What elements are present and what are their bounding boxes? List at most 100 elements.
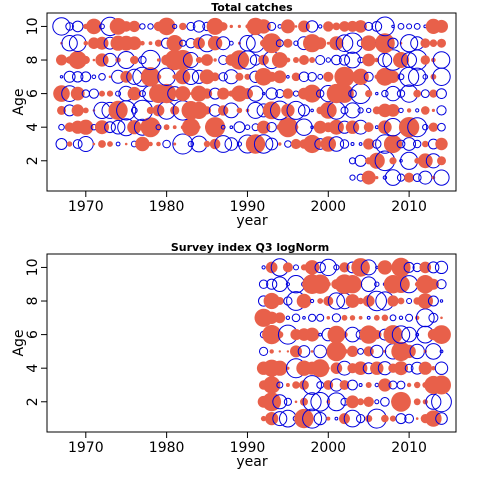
bubble-negative xyxy=(310,108,314,113)
bubble-positive xyxy=(218,22,228,31)
bubble-positive xyxy=(432,325,451,344)
bubble-positive xyxy=(156,141,161,147)
bubble-positive xyxy=(152,104,165,117)
bubble-positive xyxy=(326,366,330,370)
bubble-negative xyxy=(284,140,292,148)
bubble-positive xyxy=(254,68,273,86)
bubble-negative xyxy=(285,282,290,287)
bubble-positive xyxy=(107,141,113,147)
bubble-positive xyxy=(265,311,278,324)
bubble-positive xyxy=(256,19,271,34)
x-tick-label: 2000 xyxy=(310,199,346,215)
bubble-negative xyxy=(356,414,366,424)
bubble-positive xyxy=(381,414,389,423)
bubble-negative xyxy=(396,139,406,149)
bubble-negative xyxy=(285,315,291,320)
bubble-negative xyxy=(283,397,292,406)
bubble-negative xyxy=(220,124,226,130)
bubble-negative xyxy=(397,73,405,81)
bubble-negative xyxy=(293,264,299,271)
bubble-positive xyxy=(373,314,380,321)
bubble-positive xyxy=(170,105,180,115)
bubble-negative xyxy=(77,136,94,152)
bubble-positive xyxy=(130,55,139,65)
bubble-positive xyxy=(319,102,337,119)
bubble-positive xyxy=(351,258,370,277)
bubble-positive xyxy=(296,293,312,309)
bubble-negative xyxy=(340,106,349,115)
bubble-negative xyxy=(436,279,447,290)
bubble-negative xyxy=(408,67,427,87)
bubble-positive xyxy=(341,348,348,355)
panel-title: Total catches xyxy=(211,1,293,14)
bubble-negative xyxy=(396,380,406,390)
bubble-positive xyxy=(201,88,213,99)
bubble-negative xyxy=(104,121,116,134)
bubble-negative xyxy=(391,325,411,344)
bubble-negative xyxy=(187,140,195,148)
bubble-positive xyxy=(262,101,281,120)
bubble-positive xyxy=(127,36,142,50)
panel-title: Survey index Q3 logNorm xyxy=(171,241,329,254)
bubble-positive xyxy=(57,105,66,115)
bubble-positive xyxy=(83,40,89,46)
bubble-negative xyxy=(139,23,146,30)
bubble-positive xyxy=(290,138,302,150)
bubble-negative xyxy=(436,105,447,116)
bubble-positive xyxy=(363,396,374,407)
bubble-positive xyxy=(437,38,446,48)
y-tick-label: 10 xyxy=(25,259,41,277)
bubble-positive xyxy=(359,325,378,344)
plot-frame xyxy=(46,12,457,192)
panel-survey-index: Survey index Q3 logNorm 1970 1980 1990 2000… xyxy=(11,241,457,470)
bubble-negative xyxy=(387,37,399,49)
bubble-positive xyxy=(406,382,412,388)
bubble-negative xyxy=(266,278,278,290)
bubble-positive xyxy=(273,70,287,84)
bubble-negative xyxy=(155,124,162,131)
bubble-negative xyxy=(247,85,264,102)
bubble-positive xyxy=(383,325,403,345)
bubble-positive xyxy=(326,41,330,45)
bubble-positive xyxy=(148,141,153,147)
bubble-positive xyxy=(415,417,419,420)
bubble-positive xyxy=(257,120,271,134)
bubble-positive xyxy=(341,314,348,321)
bubble-positive xyxy=(368,152,385,169)
bubble-positive xyxy=(146,106,155,115)
bubble-negative xyxy=(422,74,429,80)
y-tick-label: 10 xyxy=(25,18,41,36)
bubble-negative xyxy=(65,22,74,31)
bubble-negative xyxy=(267,21,277,31)
bubble-positive xyxy=(430,73,437,80)
bubble-positive xyxy=(345,294,360,308)
bubble-negative xyxy=(291,313,301,323)
bubble-negative xyxy=(374,281,380,287)
bubble-negative xyxy=(72,71,84,83)
bubble-positive xyxy=(437,156,446,166)
bubble-negative xyxy=(61,35,78,52)
bubble-negative xyxy=(297,104,311,117)
bubble-positive xyxy=(291,72,301,82)
bubble-negative xyxy=(360,259,377,276)
bubble-negative xyxy=(366,290,387,312)
bubble-negative xyxy=(99,23,105,30)
bubble-positive xyxy=(389,157,397,165)
bubble-positive xyxy=(327,325,346,344)
bubble-positive xyxy=(244,73,251,80)
x-axis-label: year xyxy=(236,454,267,470)
bubble-positive xyxy=(78,119,94,135)
bubble-positive xyxy=(362,295,375,307)
bubble-positive xyxy=(357,297,364,305)
bubble-positive xyxy=(429,89,438,98)
bubble-negative xyxy=(374,125,379,130)
bubble-negative xyxy=(325,57,331,63)
bubble-positive xyxy=(427,278,439,290)
bubble-positive xyxy=(334,66,355,87)
bubble-positive xyxy=(108,75,112,79)
bubble-positive xyxy=(155,74,162,80)
bubble-negative xyxy=(401,326,417,343)
bubble-negative xyxy=(308,313,317,322)
bubble-negative xyxy=(405,313,414,322)
bubble-negative xyxy=(302,375,323,395)
